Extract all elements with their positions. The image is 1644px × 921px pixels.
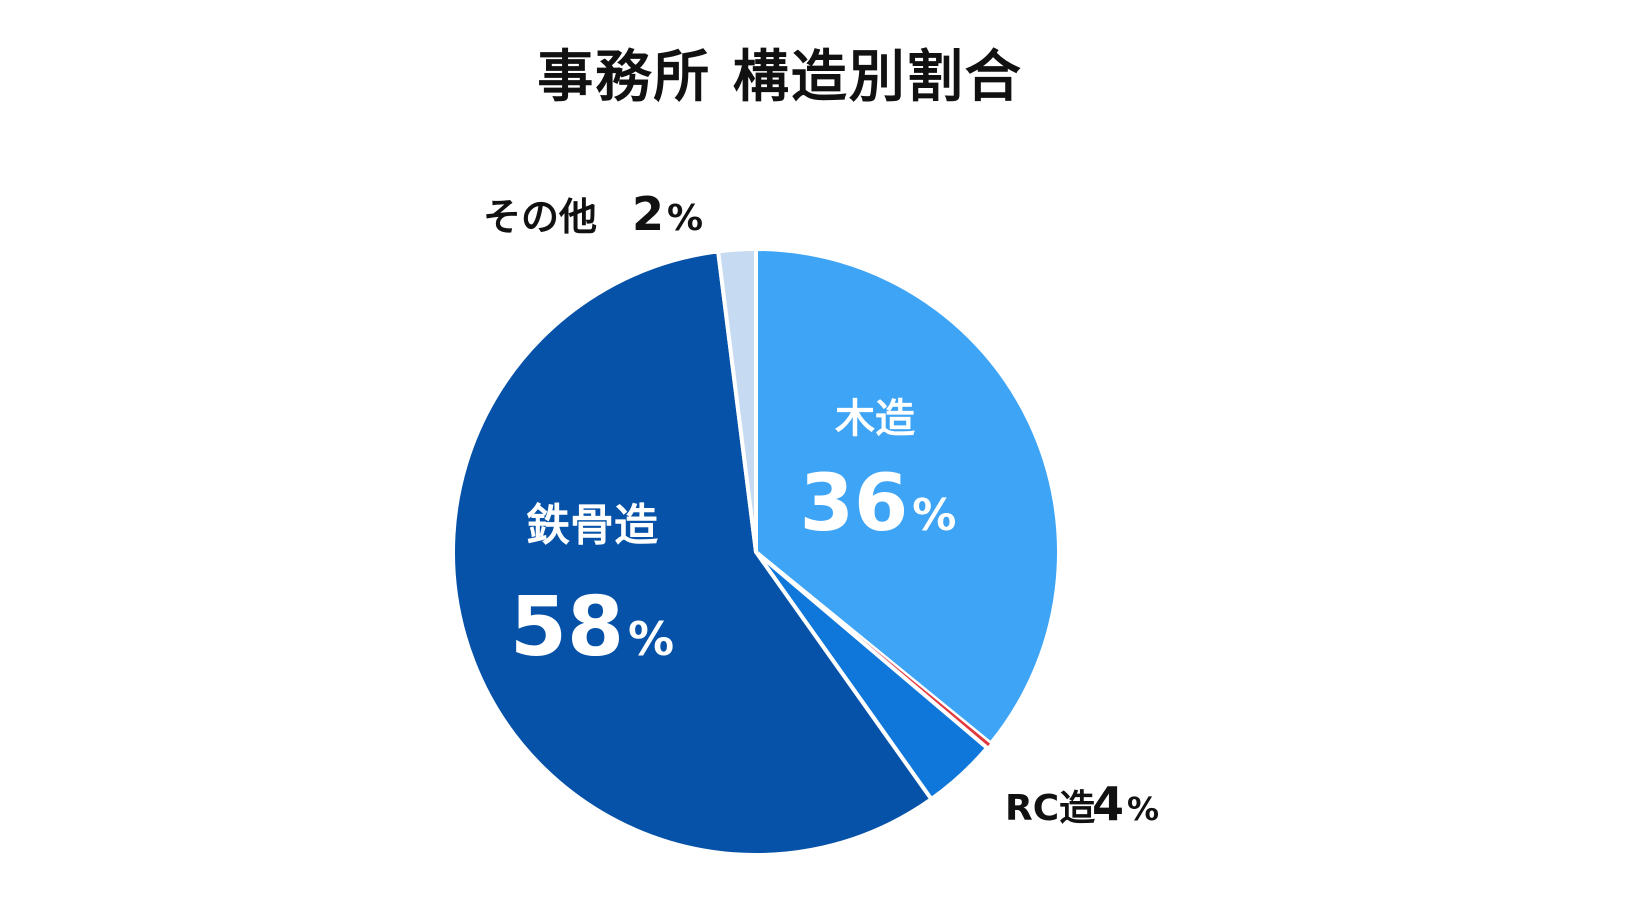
pie-slice-steel — [451, 249, 934, 857]
slice-unit-other: % — [667, 198, 703, 239]
slice-value-other: 2 — [632, 187, 664, 241]
pie-slice-other — [716, 246, 758, 554]
slice-value-wood-group: 36% — [800, 459, 957, 549]
slice-label-steel: 鉄骨造 — [526, 500, 658, 551]
slice-value-steel: 58 — [510, 580, 624, 675]
slice-label-other: その他 — [483, 195, 597, 239]
slice-value-rc-group: 4% — [1092, 777, 1159, 831]
slice-value-rc: 4 — [1092, 777, 1124, 831]
slice-value-steel-group: 58% — [510, 580, 674, 675]
slice-value-wood: 36 — [800, 459, 909, 549]
slice-unit-steel: % — [628, 612, 674, 666]
slice-unit-rc: % — [1127, 790, 1159, 828]
pie-slices — [451, 246, 1061, 857]
slice-label-wood: 木造 — [835, 396, 915, 442]
slice-unit-wood: % — [912, 490, 956, 541]
slice-label-rc: RC造 — [1005, 788, 1095, 829]
chart-title: 事務所 構造別割合 — [537, 45, 1023, 110]
slice-value-other-group: 2% — [632, 187, 703, 241]
pie-slice-wood — [754, 247, 1061, 746]
